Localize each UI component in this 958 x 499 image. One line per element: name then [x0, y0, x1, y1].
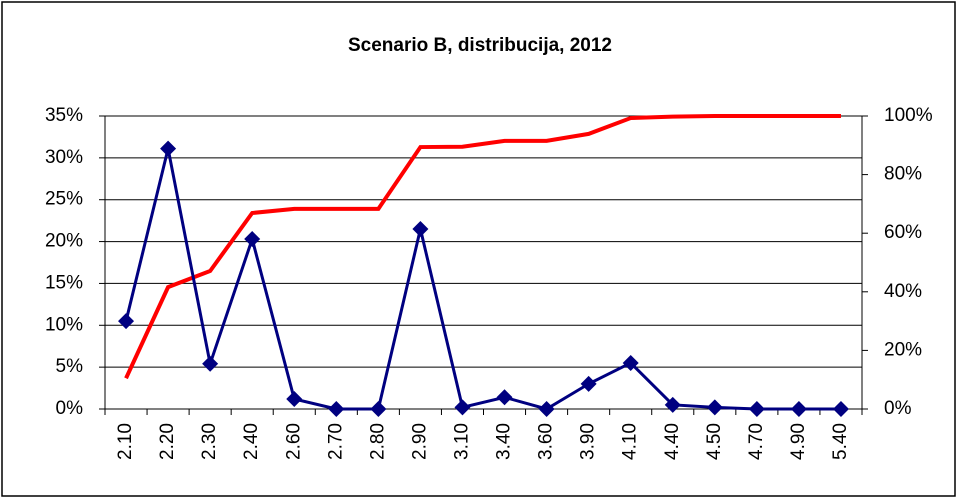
data-marker	[832, 401, 849, 417]
y-tick-label: 5%	[56, 356, 84, 377]
data-marker	[412, 221, 429, 238]
data-marker	[538, 401, 555, 417]
y2-tick-label: 20%	[884, 339, 922, 360]
y-tick-label: 25%	[45, 189, 83, 210]
x-tick-label: 2.70	[325, 423, 346, 460]
y-tick-label: 10%	[45, 314, 83, 335]
data-marker	[202, 355, 219, 372]
data-marker	[664, 396, 681, 413]
x-tick-label: 2.40	[241, 423, 262, 460]
y2-tick-label: 60%	[884, 222, 922, 243]
data-marker	[160, 140, 177, 157]
y2-tick-label: 0%	[884, 398, 912, 419]
x-tick-label: 5.40	[830, 423, 851, 460]
y-tick-label: 0%	[56, 398, 84, 419]
y-tick-label: 30%	[45, 147, 83, 168]
y-tick-label: 15%	[45, 272, 83, 293]
x-tick-label: 2.60	[283, 423, 304, 460]
x-tick-label: 2.90	[409, 423, 430, 460]
data-marker	[118, 313, 135, 330]
data-marker	[370, 401, 387, 417]
data-marker	[580, 375, 597, 392]
data-marker	[496, 389, 513, 406]
data-marker	[286, 390, 303, 407]
x-tick-label: 4.50	[704, 423, 725, 460]
data-marker	[244, 231, 261, 248]
data-marker	[748, 401, 765, 417]
series-line	[124, 114, 841, 380]
x-tick-label: 2.80	[367, 423, 388, 460]
x-tick-label: 3.40	[494, 423, 515, 460]
y-tick-label: 35%	[45, 105, 83, 126]
x-tick-label: 4.40	[662, 423, 683, 460]
x-tick-label: 2.10	[115, 423, 136, 460]
y2-tick-label: 80%	[884, 164, 922, 185]
x-tick-label: 2.30	[199, 423, 220, 460]
chart-title: Scenario B, distribucija, 2012	[348, 35, 612, 56]
data-marker	[328, 401, 345, 417]
data-marker	[706, 399, 723, 416]
x-tick-label: 4.10	[620, 423, 641, 460]
x-tick-label: 2.20	[157, 423, 178, 460]
data-marker	[454, 399, 471, 416]
y2-tick-label: 40%	[884, 281, 922, 302]
x-tick-label: 4.70	[746, 423, 767, 460]
x-tick-label: 3.90	[578, 423, 599, 460]
y2-tick-label: 100%	[884, 105, 933, 126]
data-marker	[622, 354, 639, 371]
data-marker	[790, 401, 807, 417]
x-tick-label: 3.60	[536, 423, 557, 460]
x-tick-label: 4.90	[788, 423, 809, 460]
y-tick-label: 20%	[45, 231, 83, 252]
x-tick-label: 3.10	[451, 423, 472, 460]
